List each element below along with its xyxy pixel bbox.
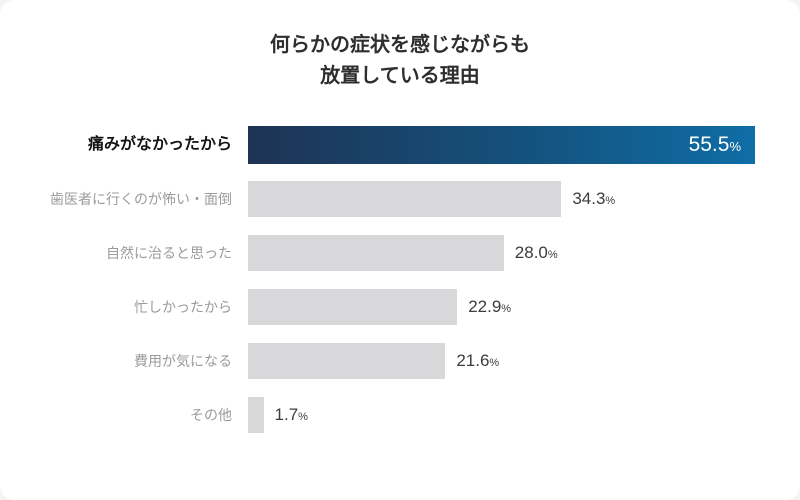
chart-row: 痛みがなかったから 55.5% — [0, 118, 800, 172]
percent-sign: % — [501, 303, 512, 315]
bar-area: 34.3% — [248, 181, 800, 217]
bar-area: 21.6% — [248, 343, 800, 379]
value-number: 22.9 — [468, 297, 502, 316]
value-number: 34.3 — [572, 189, 606, 208]
percent-sign: % — [298, 411, 308, 423]
percent-sign: % — [547, 249, 558, 261]
bar — [248, 397, 264, 433]
value-number: 28.0 — [514, 243, 548, 262]
percent-sign: % — [605, 195, 616, 207]
category-label: 歯医者に行くのが怖い・面倒 — [50, 190, 232, 207]
value-number: 21.6 — [456, 351, 490, 370]
chart-rows: 痛みがなかったから 55.5% 歯医者に行くのが怖い・面倒 34.3% 自然に治ると思っ… — [0, 118, 800, 442]
value-label: 34.3% — [572, 189, 615, 209]
bar-area: 1.7% — [248, 397, 800, 433]
bar — [248, 235, 504, 271]
category-label: 痛みがなかったから — [87, 135, 232, 153]
value-number: 1.7 — [274, 405, 299, 424]
value-label: 55.5% — [689, 133, 741, 157]
category-label: 費用が気になる — [134, 352, 232, 369]
value-label: 21.6% — [456, 351, 499, 371]
percent-sign: % — [489, 357, 500, 369]
chart-title-line1: 何らかの症状を感じながらも — [270, 34, 530, 56]
category-label: 忙しかったから — [134, 298, 232, 315]
value-label: 1.7% — [275, 405, 308, 425]
value-label: 28.0% — [515, 243, 558, 263]
bar-area: 28.0% — [248, 235, 800, 271]
percent-sign: % — [729, 139, 741, 154]
category-label: その他 — [190, 406, 232, 423]
bar-chart: 痛みがなかったから 55.5% 歯医者に行くのが怖い・面倒 34.3% 自然に治ると思っ… — [0, 118, 800, 442]
chart-row: 歯医者に行くのが怖い・面倒 34.3% — [0, 172, 800, 226]
chart-row: 忙しかったから 22.9% — [0, 280, 800, 334]
bar: 55.5% — [248, 126, 755, 164]
chart-row: 費用が気になる 21.6% — [0, 334, 800, 388]
chart-title-line2: 放置している理由 — [320, 65, 480, 87]
bar — [248, 181, 562, 217]
bar-area: 22.9% — [248, 289, 800, 325]
bar-area: 55.5% — [248, 126, 800, 164]
bar — [248, 289, 458, 325]
bar — [248, 343, 446, 379]
value-label: 22.9% — [468, 297, 511, 317]
chart-title: 何らかの症状を感じながらも 放置している理由 — [0, 30, 800, 92]
chart-row: その他 1.7% — [0, 388, 800, 442]
value-number: 55.5 — [688, 133, 730, 156]
chart-row: 自然に治ると思った 28.0% — [0, 226, 800, 280]
category-label: 自然に治ると思った — [106, 244, 232, 261]
